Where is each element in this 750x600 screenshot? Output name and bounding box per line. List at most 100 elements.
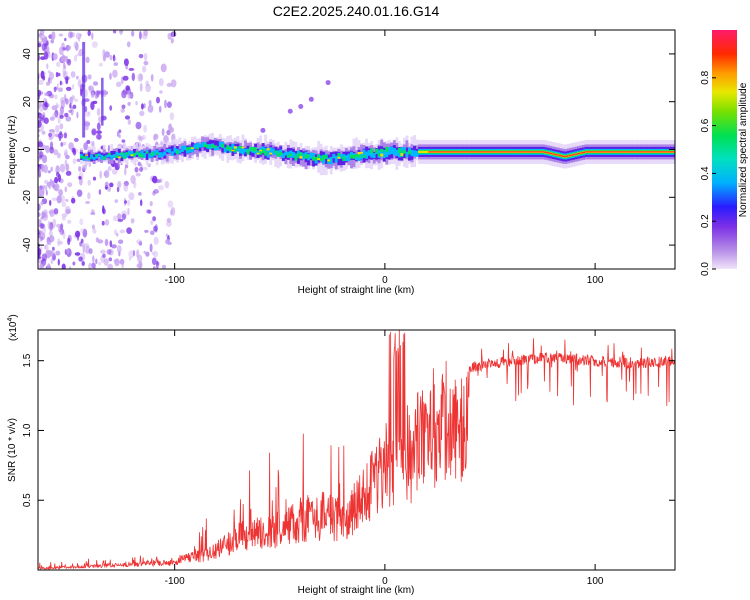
ridge-cell: [183, 145, 187, 151]
ridge-cell: [418, 150, 421, 153]
ridge-cell: [110, 155, 114, 160]
noise-blob: [59, 228, 65, 236]
noise-blob: [45, 243, 49, 252]
ridge-cell: [322, 154, 326, 161]
ridge-cell: [544, 151, 548, 153]
noise-blob: [166, 217, 172, 223]
noise-blob: [38, 104, 45, 112]
noise-blob: [143, 124, 148, 133]
noise-blob: [138, 192, 142, 196]
ridge-cell: [559, 155, 563, 157]
noise-blob: [73, 41, 79, 49]
snr-y-tick-label: 1.5: [22, 353, 33, 367]
ridge-cell: [97, 153, 101, 157]
noise-blob: [134, 166, 139, 173]
noise-blob: [44, 48, 49, 53]
noise-blob: [58, 33, 64, 37]
noise-blob: [118, 239, 124, 245]
ridge-cell: [612, 151, 616, 153]
noise-blob: [145, 251, 150, 257]
ridge-cell: [80, 153, 83, 157]
snr-panel: -100 0 100 0.5 1.0 1.5 Height of straight lin…: [7, 314, 676, 596]
noise-blob: [95, 258, 98, 265]
noise-blob: [109, 54, 113, 61]
ridge-cell: [433, 151, 437, 153]
ridge-cell: [665, 151, 669, 153]
noise-blob: [55, 250, 61, 256]
noise-blob: [101, 220, 105, 226]
ridge-cell: [564, 155, 568, 158]
noise-blob: [57, 241, 64, 245]
noise-blob: [54, 109, 59, 118]
ridge-cell: [125, 152, 129, 155]
ridge-cell: [380, 149, 384, 156]
noise-blob: [61, 263, 66, 269]
ridge-cell: [241, 148, 245, 155]
noise-blob: [59, 46, 64, 56]
ridge-cell: [143, 153, 146, 158]
noise-blob: [52, 246, 55, 251]
noise-blob: [80, 238, 84, 244]
noise-blob: [92, 140, 95, 148]
noise-blob: [108, 257, 113, 262]
noise-blob: [166, 82, 172, 87]
ridge-cell: [208, 140, 212, 147]
ridge-cell: [201, 142, 204, 148]
ridge-cell: [375, 148, 379, 153]
ridge-cell: [551, 153, 555, 155]
ridge-cell: [128, 150, 131, 156]
ridge-cell: [218, 141, 222, 147]
noise-blob: [59, 114, 64, 119]
noise-blob: [90, 141, 93, 147]
noise-blob: [43, 164, 48, 174]
ridge-cell: [655, 151, 659, 153]
noise-blob: [141, 134, 146, 140]
ridge-cell: [233, 148, 237, 153]
ridge-cell: [380, 153, 384, 157]
spectrogram-x-axis-label: Height of straight line (km): [298, 285, 415, 296]
noise-blob: [44, 184, 48, 192]
noise-blob: [147, 209, 152, 214]
noise-blob: [48, 250, 52, 255]
noise-blob: [39, 263, 43, 269]
ridge-cell: [211, 144, 215, 149]
ridge-cell: [186, 149, 189, 154]
noise-blob: [53, 149, 59, 156]
noise-blob: [126, 199, 131, 206]
noise-blob: [147, 104, 154, 113]
spectrogram-y-axis-label: Frequency (Hz): [7, 116, 18, 185]
noise-blob: [88, 248, 93, 255]
ridge-cell: [430, 151, 434, 153]
ridge-cell: [531, 151, 535, 153]
noise-blob: [158, 78, 164, 87]
ridge-cell: [135, 151, 139, 156]
ridge-cell: [587, 151, 590, 153]
noise-blob: [71, 95, 75, 100]
ridge-cell: [271, 148, 275, 155]
noise-blob: [49, 116, 55, 121]
ridge-cell: [175, 150, 179, 154]
ridge-cell: [145, 151, 149, 154]
noise-blob: [97, 239, 104, 244]
ridge-cell: [281, 153, 285, 159]
noise-blob: [75, 53, 81, 57]
noise-blob: [143, 60, 149, 66]
ridge-cell: [519, 151, 522, 153]
ridge-cell: [324, 155, 328, 159]
ridge-cell: [365, 151, 368, 159]
ridge-cell: [249, 147, 252, 151]
noise-blob: [108, 248, 114, 256]
noise-blob: [38, 128, 41, 133]
noise-blob: [149, 201, 153, 207]
noise-blob: [120, 108, 125, 113]
ridge-cell: [645, 151, 648, 153]
ridge-cell: [274, 150, 278, 154]
noise-blob: [92, 255, 95, 264]
ridge-cell: [501, 151, 505, 153]
ridge-cell: [577, 153, 580, 155]
noise-blob: [152, 191, 156, 196]
ridge-cell: [450, 151, 454, 153]
noise-blob: [127, 93, 131, 99]
noise-blob: [42, 210, 48, 218]
noise-blob: [164, 99, 167, 109]
